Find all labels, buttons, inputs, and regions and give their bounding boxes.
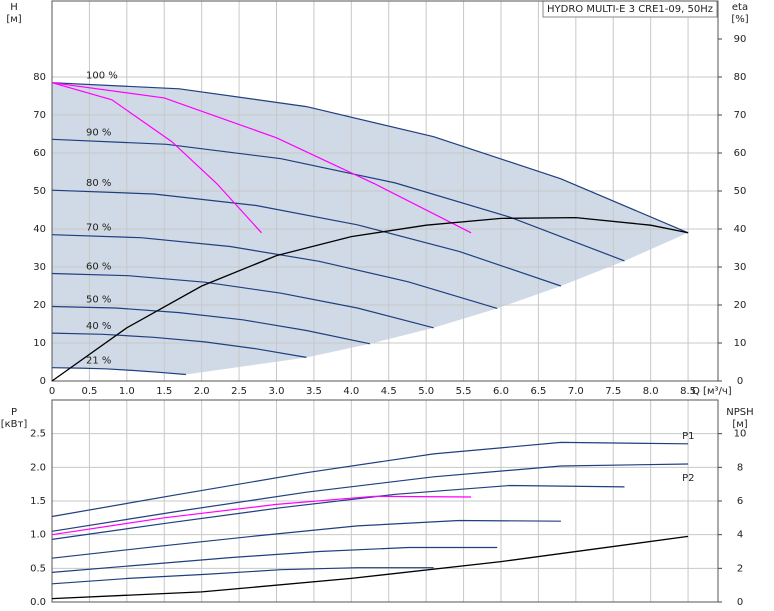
curve — [51, 519, 561, 559]
y-axis-label: P — [11, 407, 17, 418]
curve-label: P1 — [682, 431, 694, 442]
x-tick-label: 8.5 — [680, 386, 696, 397]
y-tick-label: 60 — [33, 148, 46, 159]
x-tick-label: 5.0 — [418, 386, 434, 397]
y2-axis-label: [м] — [732, 419, 747, 430]
curve — [51, 484, 625, 540]
curve — [51, 189, 562, 287]
y2-tick-label: 0 — [737, 376, 743, 387]
x-tick-label: 6.0 — [493, 386, 509, 397]
curve — [51, 463, 689, 532]
curve — [51, 272, 434, 329]
y2-tick-label: 70 — [734, 110, 747, 121]
curve-label: 21 % — [86, 356, 111, 367]
y-tick-label: 1.5 — [30, 496, 46, 507]
y2-tick-label: 2 — [737, 563, 743, 574]
curve-label: 80 % — [86, 178, 111, 189]
curve — [51, 234, 498, 309]
y2-tick-label: 0 — [737, 597, 743, 608]
y-tick-label: 2.0 — [30, 462, 46, 473]
curve-label: 50 % — [86, 295, 111, 306]
chart-title: HYDRO MULTI-E 3 CRE1-09, 50Hz — [547, 4, 713, 15]
y-axis-label: [м] — [6, 14, 21, 25]
x-tick-label: 3.5 — [306, 386, 322, 397]
x-tick-label: 7.0 — [568, 386, 584, 397]
y-tick-label: 50 — [33, 186, 46, 197]
x-tick-label: 3.0 — [269, 386, 285, 397]
x-tick-label: 2.0 — [194, 386, 210, 397]
curve — [51, 441, 689, 518]
y2-tick-label: 60 — [734, 148, 747, 159]
curve-label: 90 % — [86, 127, 111, 138]
curve — [51, 367, 186, 376]
y2-tick-label: 30 — [734, 262, 747, 273]
y2-tick-label: 80 — [734, 72, 747, 83]
y2-tick-label: 90 — [734, 34, 747, 45]
x-tick-label: 4.0 — [343, 386, 359, 397]
x-axis-label: Q [м³/ч] — [692, 386, 732, 397]
curve — [51, 495, 472, 536]
curve — [51, 332, 307, 358]
y-tick-label: 0 — [40, 376, 46, 387]
x-tick-label: 0 — [49, 386, 55, 397]
y-tick-label: 70 — [33, 110, 46, 121]
y2-tick-label: 20 — [734, 300, 747, 311]
y2-tick-label: 10 — [734, 429, 747, 440]
curve — [51, 82, 262, 234]
y-tick-label: 20 — [33, 300, 46, 311]
y2-tick-label: 6 — [737, 496, 743, 507]
y2-axis-label: eta — [732, 2, 748, 13]
y2-tick-label: 10 — [734, 338, 747, 349]
y-tick-label: 2.5 — [30, 429, 46, 440]
curve-label: 40 % — [86, 321, 111, 332]
y-axis-label: H — [10, 2, 18, 13]
x-tick-label: 0.5 — [81, 386, 97, 397]
y-axis-label: [кВт] — [1, 419, 28, 430]
y2-tick-label: 8 — [737, 462, 743, 473]
curve — [51, 82, 689, 234]
plot-frame — [51, 0, 719, 382]
x-tick-label: 1.0 — [119, 386, 135, 397]
y-tick-label: 1.0 — [30, 530, 46, 541]
plot-frame — [51, 399, 719, 603]
curve — [51, 138, 625, 262]
curve-label: P2 — [682, 473, 694, 484]
x-tick-label: 8.0 — [643, 386, 659, 397]
y2-tick-label: 4 — [737, 530, 743, 541]
x-tick-label: 7.5 — [605, 386, 621, 397]
y2-tick-label: 40 — [734, 224, 747, 235]
y-tick-label: 10 — [33, 338, 46, 349]
curve-label: 100 % — [86, 71, 118, 82]
y2-axis-label: [%] — [731, 14, 748, 25]
y2-axis-label: NPSH — [726, 407, 753, 418]
x-tick-label: 1.5 — [156, 386, 172, 397]
curve — [51, 535, 689, 600]
x-tick-label: 2.5 — [231, 386, 247, 397]
y-tick-label: 0.5 — [30, 563, 46, 574]
y-tick-label: 40 — [33, 224, 46, 235]
x-tick-label: 5.5 — [456, 386, 472, 397]
y2-tick-label: 50 — [734, 186, 747, 197]
x-tick-label: 6.5 — [530, 386, 546, 397]
y-tick-label: 0.0 — [30, 597, 46, 608]
curve — [51, 216, 689, 382]
x-tick-label: 4.5 — [381, 386, 397, 397]
curve — [51, 567, 434, 585]
y-tick-label: 80 — [33, 72, 46, 83]
curve — [51, 546, 498, 573]
y-tick-label: 30 — [33, 262, 46, 273]
curve-label: 70 % — [86, 223, 111, 234]
curve — [51, 305, 371, 345]
curve-label: 60 % — [86, 261, 111, 272]
curve — [51, 82, 472, 234]
